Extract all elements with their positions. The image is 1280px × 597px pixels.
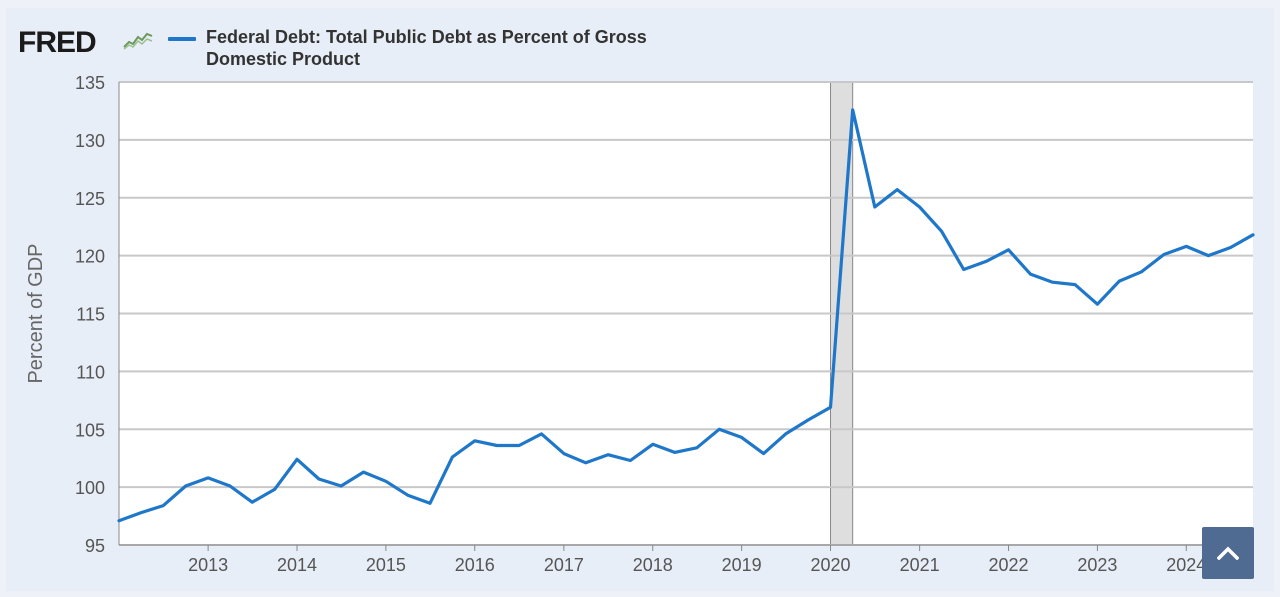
x-tick-label: 2013 — [188, 555, 228, 575]
data-point — [1118, 279, 1121, 283]
x-tick-label: 2016 — [455, 555, 495, 575]
data-point — [317, 477, 321, 481]
data-point — [517, 444, 521, 447]
data-point — [606, 453, 610, 456]
data-point — [918, 205, 921, 209]
y-tick-label: 115 — [76, 305, 105, 325]
x-tick-label: 2018 — [633, 555, 673, 575]
fred-logo[interactable]: FRED — [18, 26, 97, 59]
data-point — [962, 268, 965, 271]
x-tick-label: 2015 — [366, 555, 406, 575]
data-point — [451, 455, 454, 459]
x-tick-label: 2019 — [722, 555, 762, 575]
data-point — [806, 418, 810, 422]
data-point — [762, 452, 765, 455]
data-point — [695, 446, 699, 449]
data-point — [362, 470, 365, 474]
data-point — [562, 452, 566, 455]
data-point — [651, 443, 654, 446]
chart-svg: 95 100 105 110 115 120 125 130 135 2013 2014 2015 20… — [25, 73, 1255, 575]
data-point — [228, 484, 232, 488]
data-point — [1073, 283, 1077, 286]
y-tick-label: 110 — [76, 362, 105, 382]
data-point — [984, 260, 988, 263]
x-tick-label: 2021 — [900, 555, 940, 575]
data-point — [1007, 248, 1010, 252]
data-point — [206, 476, 210, 480]
x-tick-label: 2023 — [1077, 555, 1117, 575]
data-point — [1096, 303, 1099, 306]
y-tick-label: 100 — [75, 478, 105, 498]
data-point — [718, 428, 721, 431]
x-tick-label: 2014 — [277, 555, 317, 575]
y-tick-label: 135 — [75, 73, 105, 93]
data-point — [295, 458, 299, 461]
data-point — [406, 494, 409, 497]
y-tick-label: 120 — [75, 247, 105, 267]
data-point — [273, 488, 276, 491]
data-point — [1229, 246, 1232, 249]
data-point — [629, 459, 632, 462]
data-point — [117, 519, 121, 522]
y-tick-label: 125 — [75, 189, 105, 209]
data-point — [162, 504, 165, 507]
data-point — [495, 444, 499, 447]
data-point — [428, 502, 432, 505]
data-point — [584, 461, 587, 465]
y-tick-label: 105 — [75, 420, 105, 440]
data-point — [384, 480, 388, 483]
data-point — [250, 500, 254, 504]
chart-header: FRED Federal Debt: Total Public Debt as … — [6, 8, 1274, 78]
data-point — [673, 451, 676, 454]
data-point — [896, 188, 899, 191]
x-tick-label: 2024 — [1166, 555, 1206, 575]
data-point — [940, 230, 943, 233]
data-point — [473, 439, 476, 443]
legend-swatch — [168, 37, 196, 41]
data-point — [873, 205, 877, 209]
data-point — [851, 108, 854, 111]
chart-frame: FRED Federal Debt: Total Public Debt as … — [6, 8, 1274, 591]
fred-sparkline-icon — [123, 30, 153, 50]
series-line — [117, 108, 1255, 523]
y-tick-label: 95 — [85, 536, 105, 556]
chevron-up-icon — [1217, 546, 1239, 560]
data-point — [1162, 253, 1166, 256]
data-point — [784, 432, 787, 436]
data-point — [1051, 281, 1054, 284]
data-point — [1140, 270, 1143, 274]
data-point — [339, 484, 343, 488]
scroll-to-top-button[interactable] — [1202, 527, 1254, 579]
data-point — [1251, 233, 1255, 236]
data-point — [184, 484, 187, 488]
data-point — [1185, 245, 1188, 248]
y-axis-title: Percent of GDP — [25, 243, 47, 383]
x-tick-label: 2020 — [810, 555, 850, 575]
data-point — [740, 436, 743, 439]
legend-series-label: Federal Debt: Total Public Debt as Perce… — [206, 27, 647, 69]
x-tick-label: 2022 — [988, 555, 1028, 575]
data-point — [1207, 254, 1210, 257]
data-point — [1029, 272, 1032, 276]
data-point — [829, 406, 832, 409]
data-point — [139, 511, 143, 514]
y-tick-label: 130 — [75, 131, 105, 151]
x-tick-label: 2017 — [544, 555, 584, 575]
data-point — [540, 432, 543, 436]
